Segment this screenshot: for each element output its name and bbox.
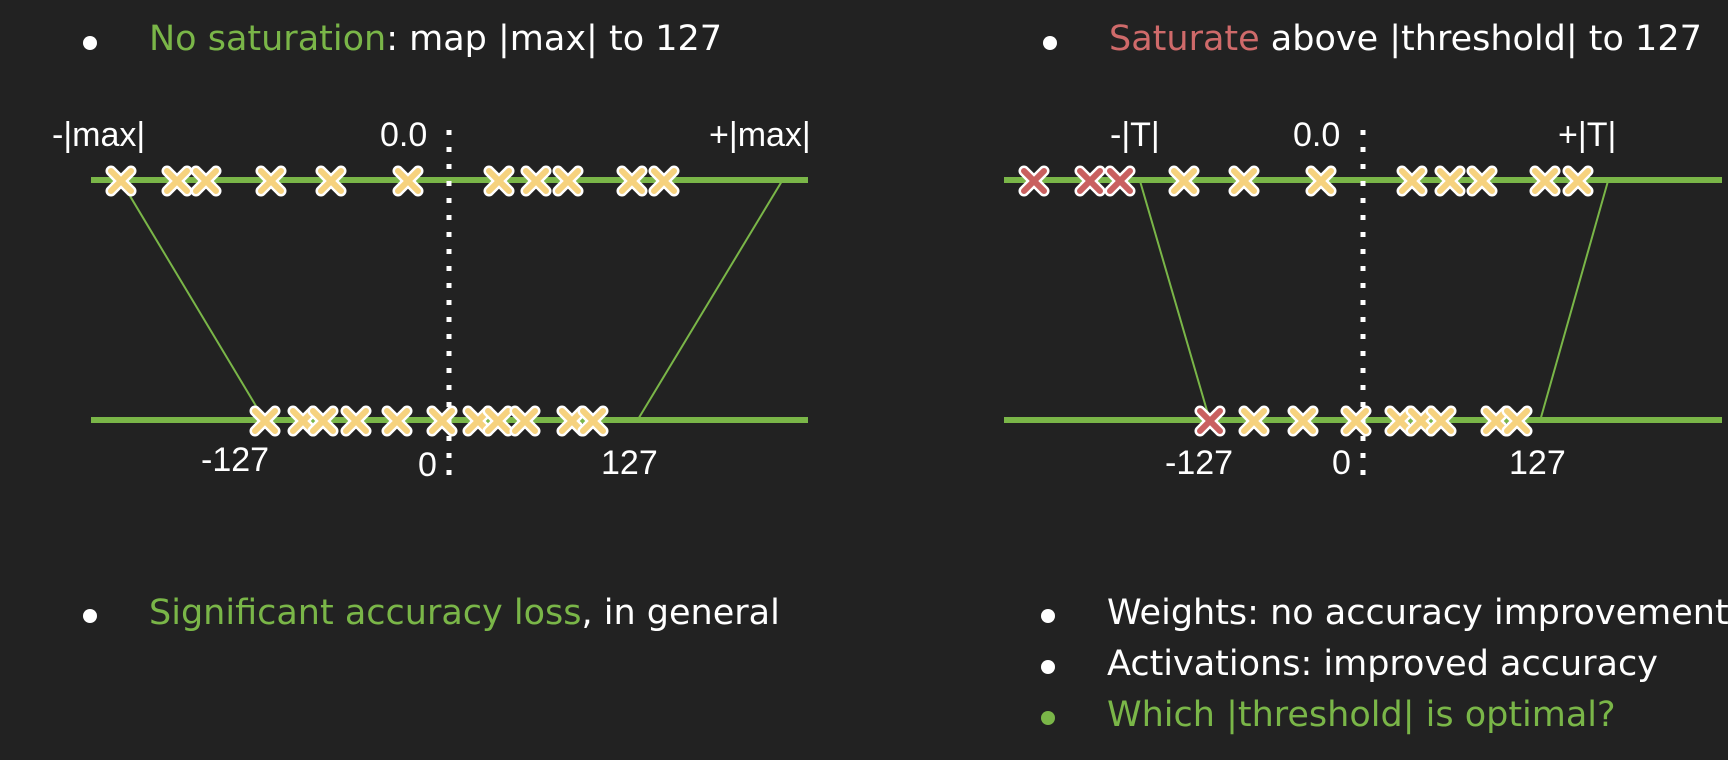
- bullet-dot: [83, 36, 97, 50]
- fp-value-marker: [1568, 171, 1588, 191]
- int-value-marker: [346, 411, 366, 431]
- fp-saturated-marker: [1024, 171, 1044, 191]
- right-heading: Saturate above |threshold| to 127: [1109, 22, 1702, 57]
- int-value-marker: [515, 411, 535, 431]
- right-footer-question: Which |threshold| is optimal?: [1107, 695, 1616, 735]
- bullet-dot: [83, 609, 97, 623]
- right-label-zero-int: 0: [1332, 444, 1351, 482]
- int-value-marker: [1507, 411, 1527, 431]
- int-value-marker: [1431, 411, 1451, 431]
- fp-value-marker: [489, 171, 509, 191]
- right-label-pos-127: 127: [1509, 444, 1566, 482]
- int-value-marker: [313, 411, 333, 431]
- fp-value-marker: [1234, 171, 1254, 191]
- left-mapping-line-neg: [120, 180, 266, 422]
- right-heading-rest: above |threshold| to 127: [1259, 19, 1702, 59]
- left-footer: Significant accuracy loss, in general: [149, 596, 780, 631]
- left-label-zero-int: 0: [418, 446, 437, 484]
- right-labels: -|T| 0.0 +|T| -127 0 127: [1110, 116, 1616, 482]
- fp-value-marker: [1472, 171, 1492, 191]
- int-value-marker: [583, 411, 603, 431]
- left-labels: -|max| 0.0 +|max| -127 0 127: [52, 116, 811, 484]
- bullet-dot: [1041, 609, 1055, 623]
- int-value-marker: [1346, 411, 1366, 431]
- fp-value-marker: [167, 171, 187, 191]
- fp-value-marker: [1535, 171, 1555, 191]
- int-value-marker: [387, 411, 407, 431]
- right-label-zero-fp: 0.0: [1293, 116, 1340, 154]
- fp-value-marker: [526, 171, 546, 191]
- left-label-zero-fp: 0.0: [380, 116, 427, 154]
- left-heading-highlight: No saturation: [149, 19, 387, 59]
- int-value-marker: [1244, 411, 1264, 431]
- fp-value-marker: [321, 171, 341, 191]
- left-heading: No saturation: map |max| to 127: [149, 22, 722, 57]
- int-saturated-marker: [1200, 411, 1220, 431]
- fp-value-marker: [1174, 171, 1194, 191]
- fp-value-marker: [111, 171, 131, 191]
- right-label-neg-t: -|T|: [1110, 116, 1160, 154]
- fp-value-marker: [622, 171, 642, 191]
- bullet-dot: [1043, 36, 1057, 50]
- right-footer-item: Activations: improved accuracy: [1107, 644, 1658, 684]
- right-label-neg-127: -127: [1165, 444, 1233, 482]
- int-value-marker: [488, 411, 508, 431]
- right-mapping-line-neg: [1139, 180, 1211, 422]
- fp-saturated-marker: [1080, 171, 1100, 191]
- fp-value-marker: [1402, 171, 1422, 191]
- bullet-dot: [1041, 660, 1055, 674]
- fp-value-marker: [1311, 171, 1331, 191]
- left-heading-rest: : map |max| to 127: [386, 19, 723, 59]
- fp-value-marker: [196, 171, 216, 191]
- fp-value-marker: [398, 171, 418, 191]
- left-label-pos-127: 127: [601, 444, 658, 482]
- int-value-marker: [432, 411, 452, 431]
- int-value-marker: [255, 411, 275, 431]
- fp-value-marker: [558, 171, 578, 191]
- right-heading-highlight: Saturate: [1109, 19, 1260, 59]
- left-label-neg-127: -127: [201, 441, 269, 479]
- fp-value-marker: [1440, 171, 1460, 191]
- left-footer-highlight: Significant accuracy loss: [149, 593, 582, 633]
- right-mapping-line-pos: [1539, 180, 1609, 422]
- fp-value-marker: [654, 171, 674, 191]
- fp-value-marker: [261, 171, 281, 191]
- bullet-dot: [1041, 711, 1055, 725]
- left-label-neg-max: -|max|: [52, 116, 145, 154]
- left-footer-rest: , in general: [581, 593, 780, 633]
- right-label-pos-t: +|T|: [1558, 116, 1616, 154]
- fp-saturated-marker: [1110, 171, 1130, 191]
- int-value-marker: [1293, 411, 1313, 431]
- left-mapping-line-pos: [636, 180, 783, 422]
- right-footer-item: Weights: no accuracy improvement: [1107, 593, 1728, 633]
- left-label-pos-max: +|max|: [709, 116, 811, 154]
